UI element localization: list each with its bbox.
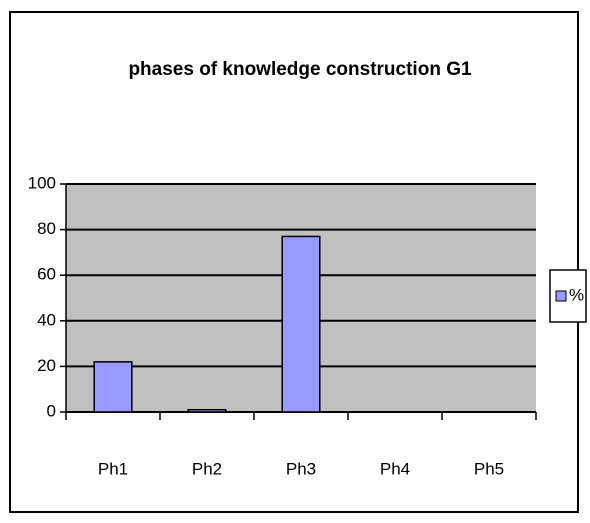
legend-swatch [555, 290, 567, 302]
x-tick-label: Ph2 [192, 459, 222, 478]
y-tick-label: 100 [28, 173, 56, 192]
chart-title: phases of knowledge construction G1 [128, 59, 472, 80]
bar [281, 235, 321, 413]
y-tick-label: 60 [37, 265, 56, 284]
y-tick-label: 0 [47, 401, 56, 420]
bar [93, 361, 133, 413]
x-tick-label: Ph4 [380, 459, 410, 478]
y-tick-label: 20 [37, 356, 56, 375]
x-tick-label: Ph5 [474, 459, 504, 478]
legend-box [549, 269, 587, 323]
y-tick-label: 40 [37, 310, 56, 329]
legend-label: % [569, 285, 584, 304]
bar [187, 408, 227, 413]
x-tick-label: Ph1 [98, 459, 128, 478]
y-tick-label: 80 [37, 219, 56, 238]
x-tick-label: Ph3 [286, 459, 316, 478]
